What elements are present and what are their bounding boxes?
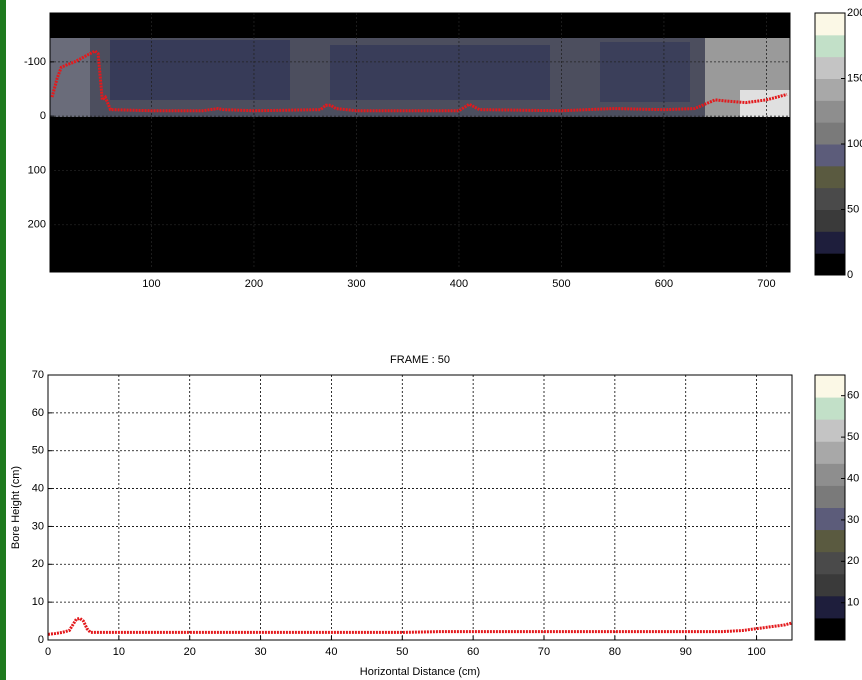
colorbar-tick-label: 50 bbox=[847, 431, 859, 443]
y-tick-label: 200 bbox=[28, 219, 46, 231]
image-background bbox=[50, 13, 790, 272]
page: -100010020010020030040050060070005010015… bbox=[0, 0, 862, 680]
colorbar-swatch bbox=[815, 122, 845, 144]
colorbar-swatch bbox=[815, 463, 845, 486]
x-tick-label: 70 bbox=[538, 646, 550, 658]
x-tick-label: 30 bbox=[254, 646, 266, 658]
colorbar-swatch bbox=[815, 35, 845, 57]
colorbar-tick-label: 10 bbox=[847, 597, 859, 609]
x-tick-label: 300 bbox=[347, 278, 365, 290]
x-tick-label: 20 bbox=[184, 646, 196, 658]
x-tick-label: 40 bbox=[325, 646, 337, 658]
colorbar-swatch bbox=[815, 574, 845, 597]
x-axis-label: Horizontal Distance (cm) bbox=[360, 666, 480, 678]
colorbar-swatch bbox=[815, 231, 845, 253]
x-tick-label: 700 bbox=[757, 278, 775, 290]
x-tick-label: 10 bbox=[113, 646, 125, 658]
x-tick-label: 200 bbox=[245, 278, 263, 290]
x-tick-label: 60 bbox=[467, 646, 479, 658]
colorbar-swatch bbox=[815, 57, 845, 79]
colorbar-swatch bbox=[815, 100, 845, 122]
y-tick-label: 20 bbox=[32, 558, 44, 570]
colorbar-swatch bbox=[815, 210, 845, 232]
colorbar-tick-label: 40 bbox=[847, 472, 859, 484]
colorbar-tick-label: 0 bbox=[847, 269, 853, 281]
y-tick-label: 0 bbox=[40, 110, 46, 122]
image-patch bbox=[600, 42, 690, 102]
x-tick-label: 600 bbox=[655, 278, 673, 290]
colorbar-swatch bbox=[815, 253, 845, 275]
colorbar-tick-label: 200 bbox=[847, 7, 862, 19]
colorbar-tick-label: 20 bbox=[847, 555, 859, 567]
x-tick-label: 80 bbox=[609, 646, 621, 658]
y-tick-label: 30 bbox=[32, 520, 44, 532]
colorbar-swatch bbox=[815, 508, 845, 531]
colorbar-swatch bbox=[815, 596, 845, 619]
colorbar-swatch bbox=[815, 13, 845, 35]
y-tick-label: 100 bbox=[28, 164, 46, 176]
colorbar-tick-label: 100 bbox=[847, 138, 862, 150]
window-edge bbox=[0, 0, 6, 680]
y-tick-label: -100 bbox=[24, 56, 46, 68]
data-line bbox=[48, 618, 792, 634]
colorbar-tick-label: 150 bbox=[847, 72, 862, 84]
x-tick-label: 500 bbox=[552, 278, 570, 290]
colorbar-swatch bbox=[815, 375, 845, 398]
axes-frame bbox=[48, 375, 792, 640]
colorbar-swatch bbox=[815, 485, 845, 508]
y-tick-label: 60 bbox=[32, 407, 44, 419]
colorbar-swatch bbox=[815, 397, 845, 420]
colorbar-swatch bbox=[815, 188, 845, 210]
x-tick-label: 400 bbox=[450, 278, 468, 290]
y-axis-label: Bore Height (cm) bbox=[10, 466, 22, 549]
colorbar-swatch bbox=[815, 530, 845, 553]
colorbar-swatch bbox=[815, 441, 845, 464]
colorbar-swatch bbox=[815, 144, 845, 166]
colorbar-swatch bbox=[815, 618, 845, 641]
colorbar-swatch bbox=[815, 419, 845, 442]
y-tick-label: 70 bbox=[32, 369, 44, 381]
x-tick-label: 50 bbox=[396, 646, 408, 658]
y-tick-label: 50 bbox=[32, 445, 44, 457]
image-patch bbox=[110, 40, 290, 100]
colorbar-tick-label: 50 bbox=[847, 203, 859, 215]
colorbar-tick-label: 60 bbox=[847, 390, 859, 402]
colorbar-tick-label: 30 bbox=[847, 514, 859, 526]
x-tick-label: 90 bbox=[680, 646, 692, 658]
chart-title: FRAME : 50 bbox=[390, 354, 450, 366]
colorbar-swatch bbox=[815, 166, 845, 188]
y-tick-label: 40 bbox=[32, 482, 44, 494]
x-tick-label: 100 bbox=[142, 278, 160, 290]
y-tick-label: 10 bbox=[32, 596, 44, 608]
image-patch bbox=[330, 45, 550, 100]
x-tick-label: 0 bbox=[45, 646, 51, 658]
x-tick-label: 100 bbox=[747, 646, 765, 658]
y-tick-label: 0 bbox=[38, 634, 44, 646]
colorbar-swatch bbox=[815, 79, 845, 101]
colorbar-swatch bbox=[815, 552, 845, 575]
figure: -100010020010020030040050060070005010015… bbox=[0, 0, 862, 680]
